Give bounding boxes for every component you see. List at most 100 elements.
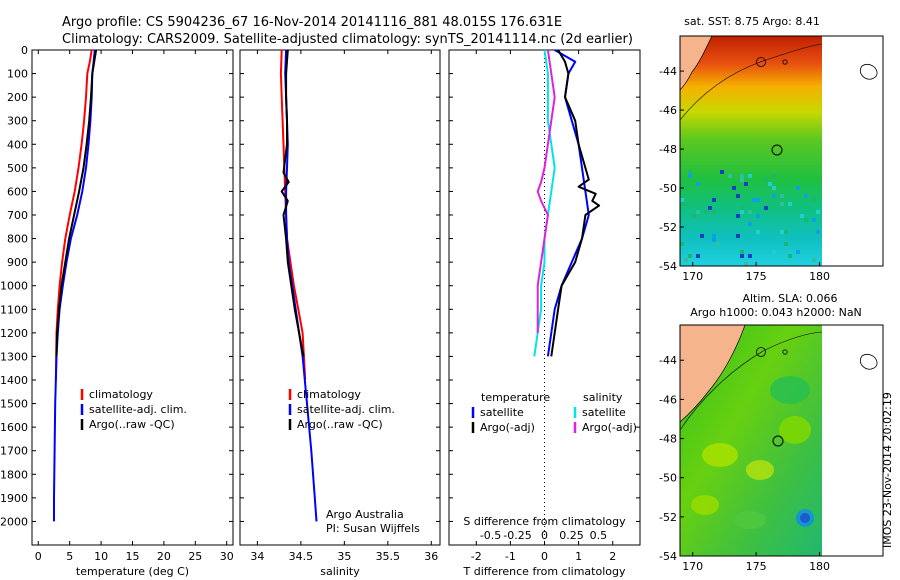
sst-pixel: [712, 238, 716, 242]
sst-pixel: [772, 194, 776, 198]
map-y-tick-label: -44: [659, 65, 677, 78]
sla-anomaly-blob: [746, 460, 774, 480]
sst-pixel: [708, 206, 712, 210]
x-tick-label: 1: [575, 550, 582, 563]
sst-pixel: [740, 250, 744, 254]
map-x-tick-label: 180: [809, 560, 830, 573]
sst-pixel: [696, 254, 700, 258]
sla-map-title: Altim. SLA: 0.066: [742, 292, 837, 305]
x2-tick-label: -0.5: [480, 529, 501, 542]
temperature-panel: 0100200300400500600700800900100011001200…: [0, 44, 234, 578]
sla-anomaly-blob: [770, 376, 810, 404]
nz-coast-land: [679, 35, 713, 91]
sla-anomaly-blob: [691, 495, 719, 515]
y-tick-label: 200: [7, 91, 28, 104]
x-tick-label: 0: [35, 550, 42, 563]
sst-pixel: [748, 210, 752, 214]
sst-pixel: [680, 242, 684, 246]
series-line-climatology: [54, 49, 93, 381]
sst-pixel: [696, 210, 700, 214]
legend-title-temperature: temperature: [481, 391, 550, 404]
y-tick-label: 1400: [0, 374, 28, 387]
x-tick-label: 20: [157, 550, 171, 563]
sst-pixel: [692, 214, 696, 218]
sst-pixel: [688, 258, 692, 262]
series-line-argo-raw-qc-: [55, 49, 98, 357]
sst-pixel: [712, 198, 716, 202]
legend-title-salinity: salinity: [583, 391, 623, 404]
x2-tick-label: 0: [541, 529, 548, 542]
sst-pixel: [688, 174, 692, 178]
sst-pixel: [788, 254, 792, 258]
sst-pixel: [736, 234, 740, 238]
bathymetry-contour: [679, 331, 823, 431]
bathymetry-contour: [679, 43, 823, 121]
sst-pixel: [756, 198, 760, 202]
sst-pixel: [772, 186, 776, 190]
sla-anomaly-blob: [734, 511, 766, 529]
sst-pixel: [736, 194, 740, 198]
y-tick-label: 1900: [0, 492, 28, 505]
map-y-tick-label: -50: [659, 472, 677, 485]
sst-map-frame: [679, 35, 884, 267]
legend-label: Argo(..raw -QC): [89, 418, 175, 431]
sst-pixel: [756, 230, 760, 234]
y-tick-label: 600: [7, 185, 28, 198]
sst-field: [680, 36, 822, 266]
y-tick-label: 900: [7, 256, 28, 269]
sst-pixel: [684, 202, 688, 206]
sst-pixel: [684, 258, 688, 262]
header-line-2: Climatology: CARS2009. Satellite-adjuste…: [62, 32, 633, 47]
sst-pixel: [780, 194, 784, 198]
map-y-tick-label: -48: [659, 433, 677, 446]
map-y-tick-label: -44: [659, 354, 677, 367]
sst-pixel: [712, 210, 716, 214]
credit-org: Argo Australia: [326, 508, 404, 521]
sst-pixel: [712, 234, 716, 238]
sst-pixel: [784, 230, 788, 234]
sst-pixel: [740, 206, 744, 210]
sst-pixel: [772, 174, 776, 178]
sst-pixel: [788, 202, 792, 206]
imos-timestamp: IMOS 23-Nov-2014 20:02:19: [881, 392, 894, 548]
salinity-panel: 34 34.5 35 35.5 36 salinity climatology satelli…: [239, 49, 441, 578]
y-tick-label: 100: [7, 68, 28, 81]
x2-tick-label: 0.25: [559, 529, 584, 542]
map-y-tick-label: -50: [659, 182, 677, 195]
x-tick-label: 36: [424, 550, 438, 563]
sst-pixel: [740, 178, 744, 182]
x-tick-label: 0: [541, 550, 548, 563]
salinity-x-label: salinity: [320, 565, 360, 578]
y-tick-label: 500: [7, 162, 28, 175]
x-tick-label: 25: [188, 550, 202, 563]
sst-pixel: [744, 182, 748, 186]
sst-pixel: [736, 214, 740, 218]
x-tick-label: 15: [126, 550, 140, 563]
y-tick-label: 2000: [0, 515, 28, 528]
y-tick-label: 1100: [0, 303, 28, 316]
series-line-s-satellite: [533, 49, 556, 357]
temperature-axes-frame: [31, 49, 234, 546]
x-tick-label: 34.5: [289, 550, 314, 563]
sst-map: 170 175 180 -44 -46 -48 -50 -52 -54: [659, 35, 884, 283]
sst-pixel: [680, 198, 684, 202]
x-tick-label: 35.5: [376, 550, 401, 563]
legend-label: Argo(-adj): [480, 421, 535, 434]
sla-anomaly-blob: [702, 443, 738, 467]
map-x-tick-label: 175: [746, 270, 767, 283]
y-tick-label: 700: [7, 209, 28, 222]
y-tick-label: 800: [7, 233, 28, 246]
y-tick-label: 1300: [0, 350, 28, 363]
map-x-tick-label: 180: [809, 270, 830, 283]
sst-pixel: [784, 242, 788, 246]
sst-map-title: sat. SST: 8.75 Argo: 8.41: [684, 15, 820, 28]
x2-tick-label: 0.5: [590, 529, 608, 542]
sst-pixel: [728, 174, 732, 178]
sla-blobs: [691, 376, 814, 529]
sst-pixel: [696, 182, 700, 186]
map-y-tick-label: -52: [659, 511, 677, 524]
sst-pixel: [748, 254, 752, 258]
sst-pixel: [772, 250, 776, 254]
map-x-tick-label: 175: [746, 560, 767, 573]
sst-pixel: [804, 218, 808, 222]
